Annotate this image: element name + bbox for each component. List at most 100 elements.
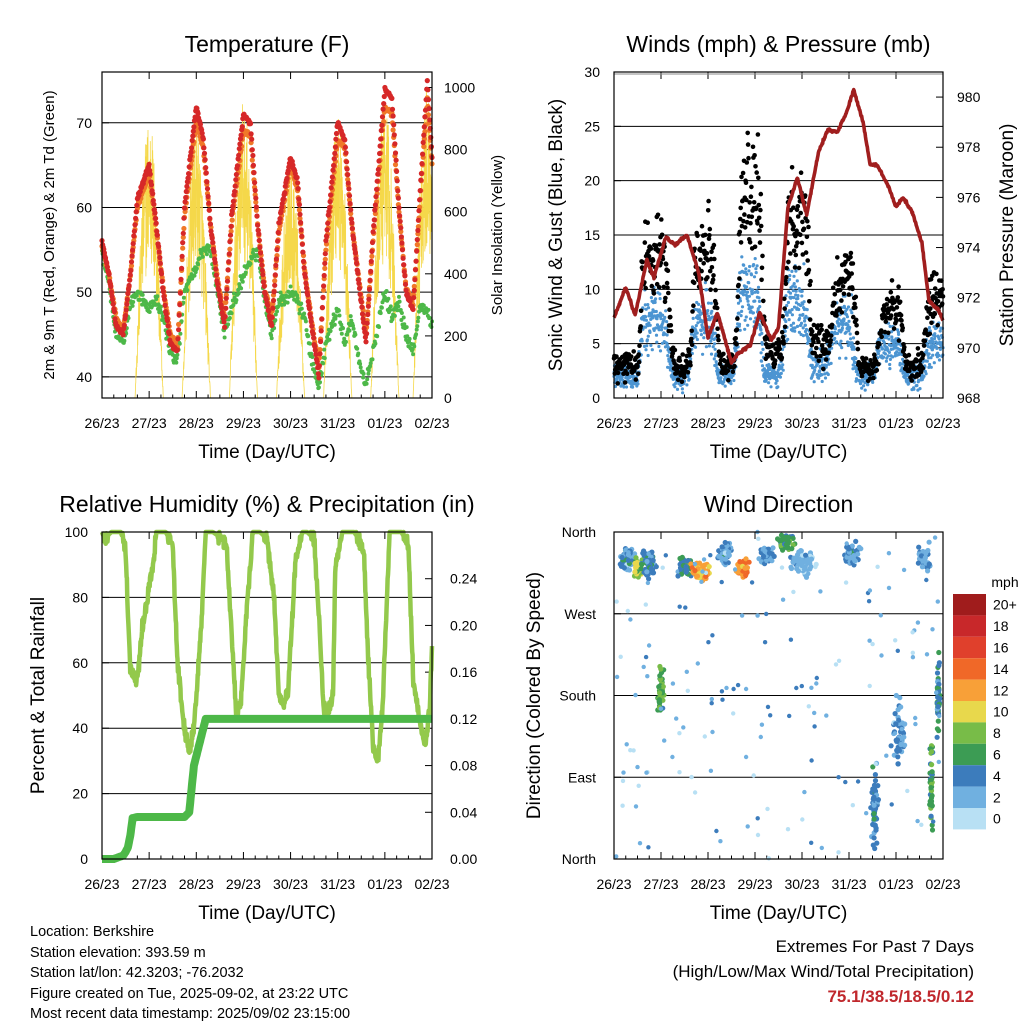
data-point: [124, 302, 129, 307]
data-point: [644, 559, 649, 564]
data-point: [159, 271, 164, 276]
data-point: [738, 323, 741, 326]
data-point: [236, 153, 241, 158]
data-point: [871, 811, 876, 816]
data-point: [748, 295, 751, 298]
data-point: [889, 325, 892, 328]
data-point: [232, 189, 237, 194]
data-point: [259, 262, 264, 267]
y-tick-label: North: [562, 524, 596, 540]
data-point: [359, 299, 364, 304]
data-point: [165, 323, 170, 328]
data-point: [770, 551, 775, 556]
data-point: [660, 233, 665, 238]
data-point: [415, 237, 420, 242]
data-point: [391, 113, 396, 118]
data-point: [317, 363, 322, 368]
data-point: [415, 242, 420, 247]
data-point: [125, 297, 130, 302]
data-point: [855, 331, 860, 336]
data-point: [835, 255, 840, 260]
data-point: [710, 310, 713, 313]
data-point: [418, 178, 423, 183]
data-point: [888, 351, 891, 354]
data-point: [754, 170, 759, 175]
data-point: [160, 279, 165, 284]
x-tick-label: 30/23: [273, 876, 308, 892]
data-point: [853, 305, 858, 310]
data-point: [828, 338, 833, 343]
y-tick-label: 40: [76, 369, 92, 385]
data-point: [892, 326, 897, 331]
data-point: [844, 357, 847, 360]
data-point: [182, 296, 186, 300]
data-point: [781, 335, 786, 340]
y-right-axis-label: Solar Insolation (Yellow): [489, 155, 506, 315]
data-point: [131, 304, 135, 308]
data-point: [680, 380, 685, 385]
data-point: [408, 337, 412, 341]
data-point: [745, 285, 748, 288]
data-point: [757, 216, 762, 221]
data-point: [107, 272, 112, 277]
data-point: [759, 278, 764, 283]
data-point: [840, 310, 845, 315]
data-point: [304, 319, 308, 323]
data-point: [398, 300, 402, 304]
data-point: [195, 267, 199, 271]
data-point: [883, 341, 886, 344]
data-point: [359, 365, 363, 369]
data-point: [233, 184, 238, 189]
data-point: [680, 352, 685, 357]
data-point: [761, 343, 764, 346]
data-point: [222, 325, 227, 330]
data-point: [719, 376, 722, 379]
data-point: [713, 357, 716, 360]
data-point: [885, 360, 888, 363]
y-right-tick-label: 200: [444, 328, 468, 344]
data-point: [427, 106, 432, 111]
data-point: [298, 220, 303, 225]
data-point: [784, 320, 787, 323]
data-point: [223, 336, 227, 340]
data-point: [705, 288, 708, 291]
data-point: [153, 216, 158, 221]
data-point: [784, 266, 789, 271]
data-point: [894, 318, 899, 323]
data-point: [295, 175, 300, 180]
data-point: [369, 254, 374, 259]
data-point: [847, 305, 850, 308]
data-point: [401, 262, 406, 267]
y-tick-label: West: [564, 606, 596, 622]
data-point: [270, 306, 275, 311]
data-point: [343, 145, 348, 150]
data-point: [756, 264, 759, 267]
data-point: [706, 208, 711, 213]
series-total-rainfall: [102, 719, 432, 859]
data-point: [385, 289, 389, 293]
data-point: [276, 230, 281, 235]
data-point: [376, 167, 381, 172]
x-tick-label: 01/23: [367, 876, 402, 892]
y-right-tick-label: 0.24: [450, 571, 477, 587]
data-point: [646, 338, 649, 341]
data-point: [348, 329, 352, 333]
data-point: [356, 281, 361, 286]
data-point: [319, 317, 324, 322]
data-point: [848, 326, 851, 329]
data-point: [658, 292, 661, 295]
data-point: [745, 273, 748, 276]
data-point: [108, 284, 113, 289]
data-point: [411, 295, 416, 300]
data-point: [830, 323, 835, 328]
data-point: [202, 151, 207, 156]
x-tick-label: 30/23: [273, 415, 308, 431]
data-point: [659, 317, 662, 320]
data-point: [683, 564, 688, 569]
data-point: [938, 337, 941, 340]
data-point: [714, 348, 717, 351]
data-point: [793, 265, 798, 270]
data-point: [877, 352, 880, 355]
data-point: [412, 288, 417, 293]
data-point: [203, 165, 208, 170]
